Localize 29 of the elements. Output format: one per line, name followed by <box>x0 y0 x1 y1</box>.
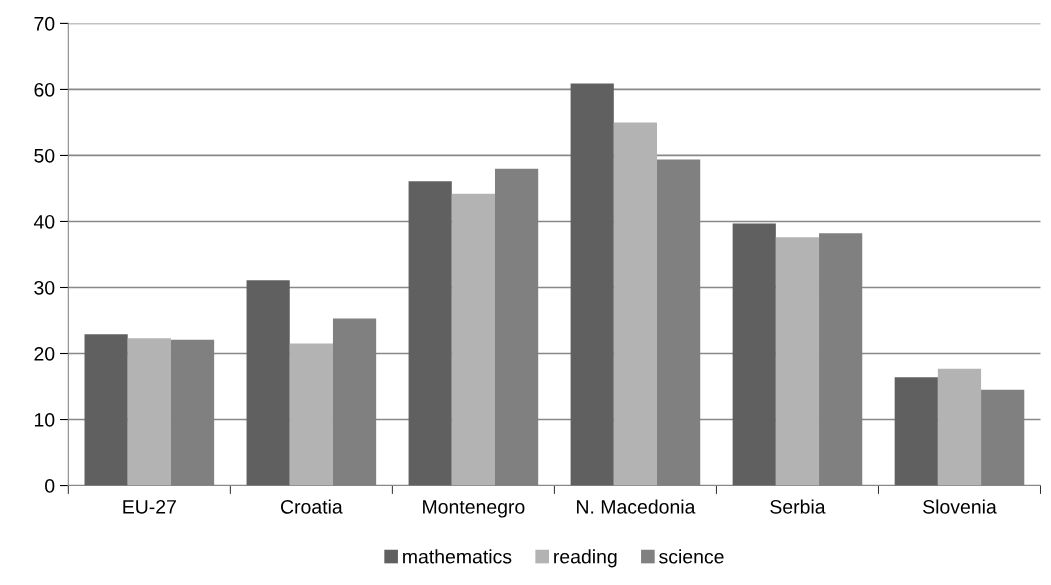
x-tick-label: Slovenia <box>923 499 997 514</box>
bar <box>246 280 290 486</box>
legend-label: science <box>659 549 724 564</box>
x-tick-label: N. Macedonia <box>577 499 696 514</box>
bar <box>613 122 658 486</box>
bar <box>894 377 938 486</box>
bar <box>408 181 452 486</box>
y-tick-label: 20 <box>34 346 55 361</box>
bar <box>937 368 982 486</box>
x-tick-label: Serbia <box>770 499 826 514</box>
x-tick-label: Montenegro <box>423 500 525 518</box>
legend-label: reading <box>554 549 617 568</box>
bar <box>451 193 495 486</box>
y-tick-label: 60 <box>34 82 55 97</box>
bar <box>84 334 128 486</box>
bar <box>775 237 820 486</box>
y-tick-label: 70 <box>34 16 55 31</box>
y-tick-label: 50 <box>34 148 55 163</box>
x-tick-label: EU-27 <box>123 499 176 514</box>
y-tick-label: 10 <box>34 413 55 427</box>
y-tick-label: 40 <box>33 214 55 229</box>
bar <box>570 83 614 486</box>
bar <box>289 343 333 486</box>
y-tick-label: 0 <box>45 479 55 493</box>
x-tick-label: Croatia <box>281 499 343 514</box>
y-tick-label: 30 <box>34 280 55 295</box>
bar <box>127 338 171 486</box>
legend-label: mathematics <box>403 549 512 564</box>
bar <box>732 223 776 486</box>
